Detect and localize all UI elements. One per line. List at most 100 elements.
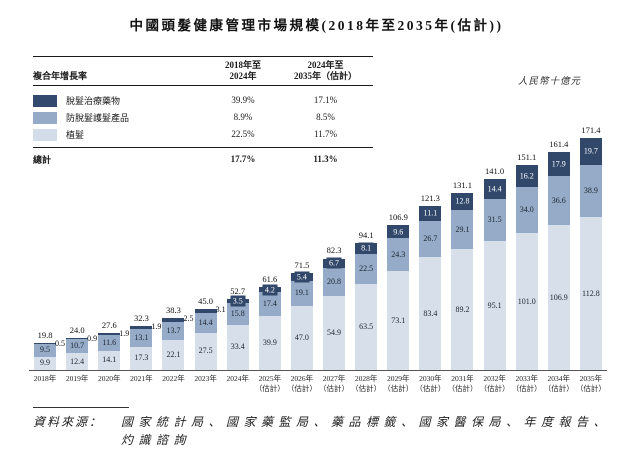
cagr-table-rows: 脫髮治療藥物 39.9% 17.1% 防脫髮護髮產品 8.9% 8.5% 植髮 22.5% 11… xyxy=(33,86,373,147)
segment-value-label-outside: 1.9 xyxy=(151,322,162,332)
stacked-bar: 12.8 29.1 89.2 xyxy=(451,192,474,370)
segment-value-label: 26.7 xyxy=(423,234,438,244)
segment-hair-loss-drugs: 16.2 xyxy=(515,165,538,188)
x-axis-year: 2026年 xyxy=(290,374,314,383)
segment-value-label-outside: 0.5 xyxy=(55,339,66,349)
segment-value-label: 47.0 xyxy=(294,333,309,343)
x-axis-year: 2021年 xyxy=(130,374,153,383)
x-axis-label: 2029年 （估計） xyxy=(382,374,414,393)
segment-value-label: 106.9 xyxy=(549,292,568,302)
segment-anti-hair-loss-products: 19.1 xyxy=(290,280,313,307)
segment-value-label: 17.3 xyxy=(134,353,149,363)
stacked-bar: 9.5 9.9 xyxy=(34,342,57,370)
bars: 0.5 19.8 9.5 9.9 0.9 24.0 10.7 12.4 1.9 27.6 11.6 1… xyxy=(29,115,607,370)
segment-hair-transplant: 33.4 xyxy=(226,324,249,370)
bar-column: 131.1 12.8 29.1 89.2 xyxy=(446,115,478,370)
segment-value-label: 19.1 xyxy=(294,288,309,298)
segment-value-label: 33.4 xyxy=(230,342,245,352)
cagr-row-2018-2024: 22.5% xyxy=(231,129,255,139)
cagr-row-2024-2035: 17.1% xyxy=(313,95,338,105)
bar-total-label: 19.8 xyxy=(37,330,53,341)
segment-value-label: 19.7 xyxy=(581,145,601,157)
stacked-bar: 9.6 24.3 73.1 xyxy=(387,225,410,370)
segment-anti-hair-loss-products: 9.5 xyxy=(34,343,57,357)
segment-anti-hair-loss-products: 29.1 xyxy=(451,209,474,250)
segment-anti-hair-loss-products: 34.0 xyxy=(515,187,538,234)
segment-anti-hair-loss-products: 17.4 xyxy=(258,292,281,316)
cagr-table-header: 複合年增長率 2018年至 2024年 2024年至 2035年（估計） xyxy=(33,56,373,86)
segment-value-label: 31.5 xyxy=(487,214,502,224)
x-axis-year: 2024年 xyxy=(226,374,249,383)
cagr-total-2024-2035: 11.3% xyxy=(313,154,338,164)
x-axis-year: 2018年 xyxy=(33,374,57,383)
segment-value-label: 5.4 xyxy=(294,271,310,283)
segment-anti-hair-loss-products: 13.1 xyxy=(130,328,153,347)
x-axis: 2018年 2019年 2020年 2021年 2022年 2023年 2024年 2025年… xyxy=(29,374,607,393)
segment-value-label: 101.0 xyxy=(517,296,536,306)
x-axis-year: 2034年 xyxy=(547,374,571,383)
bar-column: 94.1 8.1 22.5 63.5 xyxy=(350,115,382,370)
stacked-bar: 17.9 36.6 106.9 xyxy=(547,151,570,370)
bar-total-label: 52.7 xyxy=(230,285,246,296)
source-divider xyxy=(33,407,129,408)
cagr-header-col2: 2024年至 2035年（估計） xyxy=(293,60,357,81)
bar-column: 0.9 24.0 10.7 12.4 xyxy=(61,115,97,370)
bar-total-label: 161.4 xyxy=(549,138,569,149)
segment-hair-transplant: 83.4 xyxy=(419,257,442,370)
segment-value-label: 73.1 xyxy=(391,315,406,325)
cagr-row-series-name: 脫髮治療藥物 xyxy=(66,96,121,106)
x-axis-estimate: （估計） xyxy=(286,383,317,393)
segment-value-label: 6.7 xyxy=(326,257,342,269)
x-axis-estimate: （估計） xyxy=(415,383,446,393)
page-title: 中國頭髮健康管理市場規模(2018年至2035年(估計)) xyxy=(129,18,504,33)
bar-column: 52.7 3.5 15.8 33.4 xyxy=(222,115,254,370)
bar-column: 61.6 4.2 17.4 39.9 xyxy=(254,115,286,370)
x-axis-year: 2032年 xyxy=(483,374,506,383)
cagr-header-col1: 2018年至 2024年 xyxy=(224,60,261,81)
segment-hair-transplant: 9.9 xyxy=(34,356,57,370)
x-axis-label: 2022年 xyxy=(157,374,189,393)
x-axis-estimate: （估計） xyxy=(543,383,574,393)
segment-value-label: 34.0 xyxy=(519,205,534,215)
bar-total-label: 32.3 xyxy=(133,313,149,324)
bar-column: 3.1 45.0 14.4 27.5 xyxy=(190,115,226,370)
segment-anti-hair-loss-products: 14.4 xyxy=(194,313,217,333)
segment-anti-hair-loss-products: 20.8 xyxy=(323,267,346,296)
segment-value-label: 13.1 xyxy=(134,332,149,342)
segment-hair-loss-drugs: 19.7 xyxy=(579,138,602,165)
segment-anti-hair-loss-products: 24.3 xyxy=(387,238,410,272)
bar-total-label: 27.6 xyxy=(101,319,117,330)
stacked-bar: 3.5 15.8 33.4 xyxy=(226,295,249,370)
segment-value-label: 38.9 xyxy=(583,186,598,195)
segment-hair-loss-drugs: 5.4 xyxy=(290,271,313,283)
stacked-bar: 8.1 22.5 63.5 xyxy=(355,242,378,370)
bar-column: 141.0 14.4 31.5 95.1 xyxy=(479,115,511,370)
segment-value-label: 63.5 xyxy=(359,322,374,332)
cagr-total-row: 總計 17.7% 11.3% xyxy=(33,147,373,170)
x-axis-estimate: （估計） xyxy=(511,383,542,393)
bar-total-label: 121.3 xyxy=(420,192,440,203)
x-axis-year: 2022年 xyxy=(162,374,185,383)
segment-value-label: 27.5 xyxy=(198,346,213,356)
bar-column: 151.1 16.2 34.0 101.0 xyxy=(511,115,543,370)
x-axis-year: 2025年 xyxy=(258,374,282,383)
bar-column: 1.9 32.3 13.1 17.3 xyxy=(125,115,161,370)
x-axis-year: 2033年 xyxy=(515,374,538,383)
segment-hair-loss-drugs xyxy=(34,342,57,344)
segment-hair-transplant: 73.1 xyxy=(387,271,410,370)
x-axis-year: 2035年 xyxy=(579,374,603,383)
x-axis-label: 2020年 xyxy=(93,374,125,393)
cagr-row-series-name: 植髮 xyxy=(66,130,85,140)
segment-value-label: 22.5 xyxy=(359,263,374,273)
x-axis-estimate: （估計） xyxy=(319,383,350,393)
bar-total-label: 82.3 xyxy=(326,245,342,256)
segment-anti-hair-loss-products: 26.7 xyxy=(419,221,442,258)
segment-value-label: 22.1 xyxy=(166,350,181,360)
segment-value-label: 20.8 xyxy=(327,276,342,286)
segment-hair-loss-drugs xyxy=(162,318,185,322)
segment-hair-loss-drugs xyxy=(66,337,89,339)
bar-column: 0.5 19.8 9.5 9.9 xyxy=(29,115,65,370)
segment-hair-loss-drugs: 9.6 xyxy=(387,225,410,239)
segment-hair-transplant: 112.8 xyxy=(579,217,602,370)
segment-value-label: 11.1 xyxy=(421,207,440,219)
